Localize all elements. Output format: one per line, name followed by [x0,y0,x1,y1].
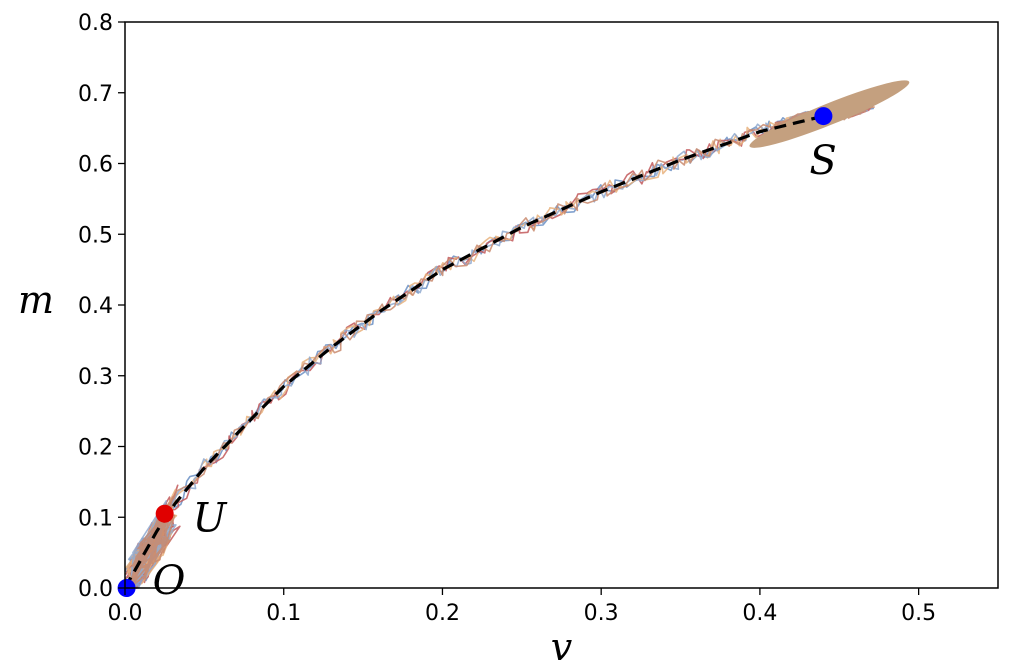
fixed-point-label: O [153,558,186,604]
y-tick-label: 0.1 [78,506,113,531]
fixed-point-label: U [193,496,228,542]
trajectory-layer [124,102,875,589]
trajectory-line [125,102,873,589]
x-axis-label: v [551,625,573,669]
y-axis-label: m [18,278,54,322]
trajectory-line [126,102,868,589]
y-tick-label: 0.6 [78,153,113,178]
x-tick-label: 0.1 [266,601,301,626]
y-tick-label: 0.8 [78,11,113,36]
x-axis-ticks: 0.0 0.1 0.2 0.3 0.4 0.5 [108,588,936,626]
y-tick-label: 0.4 [78,294,113,319]
y-tick-label: 0.0 [78,577,113,602]
trajectory-line [126,103,875,589]
mean-dashed-curve [123,116,818,589]
x-tick-label: 0.4 [742,601,777,626]
fixed-point-u [155,504,174,523]
y-tick-label: 0.3 [78,365,113,390]
y-tick-label: 0.2 [78,436,113,461]
y-axis-ticks: 0.0 0.1 0.2 0.3 0.4 0.5 0.6 0.7 0.8 [78,11,125,602]
y-tick-label: 0.5 [78,223,113,248]
mean-curve-layer [123,116,818,589]
fixed-points-layer: S UO [117,107,837,604]
x-tick-label: 0.0 [108,601,143,626]
trajectory-line [124,103,874,589]
x-tick-label: 0.5 [901,601,936,626]
x-tick-label: 0.3 [584,601,619,626]
fixed-point-s [814,107,833,126]
fixed-point-label: S [809,138,836,184]
y-tick-label: 0.7 [78,82,113,107]
trajectory-line [125,103,873,589]
x-tick-label: 0.2 [425,601,460,626]
